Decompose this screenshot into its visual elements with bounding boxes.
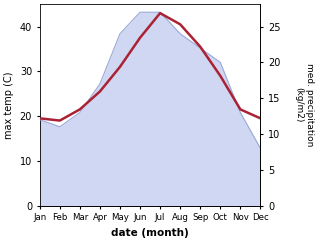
X-axis label: date (month): date (month) [111,228,189,238]
Y-axis label: max temp (C): max temp (C) [4,71,14,139]
Y-axis label: med. precipitation
(kg/m2): med. precipitation (kg/m2) [294,63,314,147]
